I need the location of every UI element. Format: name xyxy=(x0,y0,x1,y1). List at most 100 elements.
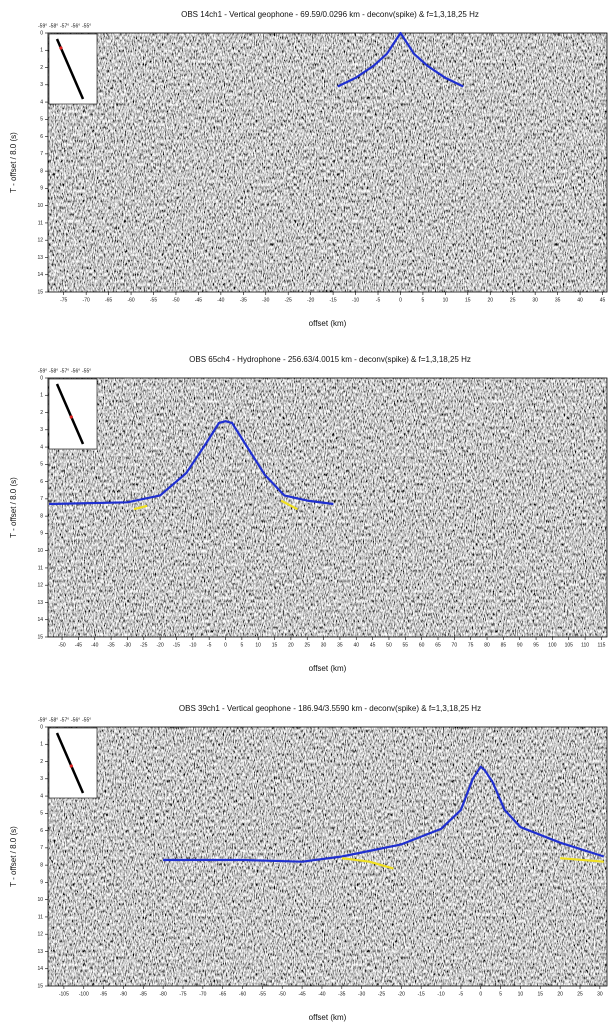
y-tick-label: 9 xyxy=(40,531,43,537)
x-tick-label: -25 xyxy=(378,991,385,997)
x-axis-label: offset (km) xyxy=(309,1013,347,1022)
inset-track xyxy=(55,383,85,445)
inset-tick-label: -58° xyxy=(49,368,58,374)
inset-map xyxy=(48,727,98,799)
x-tick-label: 30 xyxy=(597,991,603,997)
y-tick-label: 4 xyxy=(40,99,43,105)
y-tick-label: 11 xyxy=(38,220,43,226)
x-tick-label: -60 xyxy=(239,991,246,997)
y-tick-label: 4 xyxy=(40,793,43,799)
y-tick-label: 12 xyxy=(37,932,43,938)
x-axis-label: offset (km) xyxy=(309,319,347,328)
x-tick-label: 10 xyxy=(443,297,449,303)
y-tick-label: 9 xyxy=(40,880,43,886)
x-tick-label: -75 xyxy=(179,991,186,997)
chart-title: OBS 65ch4 - Hydrophone - 256.63/4.0015 k… xyxy=(189,355,471,364)
x-tick-label: -20 xyxy=(398,991,405,997)
x-axis-label: offset (km) xyxy=(309,664,347,673)
seismic-section xyxy=(48,33,607,292)
x-tick-label: 0 xyxy=(399,297,402,303)
plot-frame xyxy=(47,32,608,293)
y-tick-label: 1 xyxy=(40,393,43,399)
x-tick-label: -65 xyxy=(219,991,226,997)
x-tick-label: -95 xyxy=(100,991,107,997)
x-tick-label: -85 xyxy=(140,991,147,997)
y-tick-label: 4 xyxy=(40,444,43,450)
x-tick-label: 20 xyxy=(557,991,563,997)
x-tick-label: -10 xyxy=(437,991,444,997)
x-tick-label: -80 xyxy=(160,991,167,997)
seismic-section xyxy=(48,727,607,986)
chart-title: OBS 14ch1 - Vertical geophone - 69.59/0.… xyxy=(181,10,479,19)
x-tick-label: 110 xyxy=(581,642,589,648)
y-tick-label: 3 xyxy=(40,776,43,782)
x-tick-label: 70 xyxy=(452,642,458,648)
x-tick-label: -35 xyxy=(240,297,247,303)
y-tick-label: 14 xyxy=(37,272,43,278)
x-tick-label: 10 xyxy=(518,991,524,997)
x-tick-label: -15 xyxy=(329,297,336,303)
y-tick-label: 12 xyxy=(37,583,43,589)
x-tick-label: 5 xyxy=(240,642,243,648)
y-tick-label: 1 xyxy=(40,48,43,54)
pick-line xyxy=(337,31,464,88)
x-tick-label: 25 xyxy=(304,642,310,648)
x-tick-label: 65 xyxy=(435,642,441,648)
x-tick-label: -5 xyxy=(207,642,212,648)
x-tick-label: 25 xyxy=(577,991,583,997)
x-tick-label: -25 xyxy=(285,297,292,303)
x-tick-label: 20 xyxy=(487,297,493,303)
x-tick-label: 5 xyxy=(499,991,502,997)
x-tick-label: -45 xyxy=(298,991,305,997)
x-tick-label: -40 xyxy=(217,297,224,303)
y-tick-label: 10 xyxy=(37,897,43,903)
y-axis-label: T - offset / 8.0 (s) xyxy=(9,826,18,887)
x-tick-label: 95 xyxy=(533,642,539,648)
x-tick-label: -35 xyxy=(338,991,345,997)
x-tick-label: 35 xyxy=(337,642,343,648)
y-tick-label: 2 xyxy=(40,759,43,765)
y-tick-label: 13 xyxy=(37,600,43,606)
inset-obs xyxy=(59,46,63,50)
y-tick-label: 8 xyxy=(40,168,43,174)
x-tick-label: -40 xyxy=(91,642,98,648)
x-tick-label: -5 xyxy=(376,297,381,303)
inset-tick-label: -56° xyxy=(71,368,80,374)
y-axis-label: T - offset / 8.0 (s) xyxy=(9,132,18,193)
x-tick-label: -45 xyxy=(195,297,202,303)
y-tick-label: 12 xyxy=(37,238,43,244)
y-tick-label: 7 xyxy=(40,845,43,851)
inset-map xyxy=(48,33,98,105)
y-tick-label: 6 xyxy=(40,479,43,485)
x-tick-label: -105 xyxy=(59,991,69,997)
y-tick-label: 9 xyxy=(40,186,43,192)
inset-tick-label: -58° xyxy=(49,717,58,723)
y-tick-label: 2 xyxy=(40,410,43,416)
pick-line xyxy=(341,857,604,870)
y-tick-label: 0 xyxy=(40,375,43,381)
x-tick-label: 20 xyxy=(288,642,294,648)
inset-obs xyxy=(69,764,73,768)
inset-tick-label: -59° xyxy=(38,368,47,374)
x-tick-label: 0 xyxy=(224,642,227,648)
y-tick-label: 5 xyxy=(40,117,43,123)
plot-frame xyxy=(47,726,608,987)
x-tick-label: -5 xyxy=(459,991,464,997)
x-tick-label: -60 xyxy=(127,297,134,303)
x-tick-label: -50 xyxy=(172,297,179,303)
inset-tick-label: -55° xyxy=(82,717,91,723)
x-tick-label: 30 xyxy=(532,297,538,303)
x-tick-label: -65 xyxy=(105,297,112,303)
y-tick-label: 6 xyxy=(40,828,43,834)
y-tick-label: 5 xyxy=(40,462,43,468)
x-tick-label: -55 xyxy=(150,297,157,303)
y-axis-label: T - offset / 8.0 (s) xyxy=(9,477,18,538)
x-tick-label: 50 xyxy=(386,642,392,648)
x-tick-label: 75 xyxy=(468,642,474,648)
x-tick-label: 100 xyxy=(548,642,557,648)
y-tick-label: 11 xyxy=(38,565,43,571)
x-tick-label: -30 xyxy=(358,991,365,997)
inset-map xyxy=(48,378,98,450)
x-tick-label: -35 xyxy=(107,642,114,648)
